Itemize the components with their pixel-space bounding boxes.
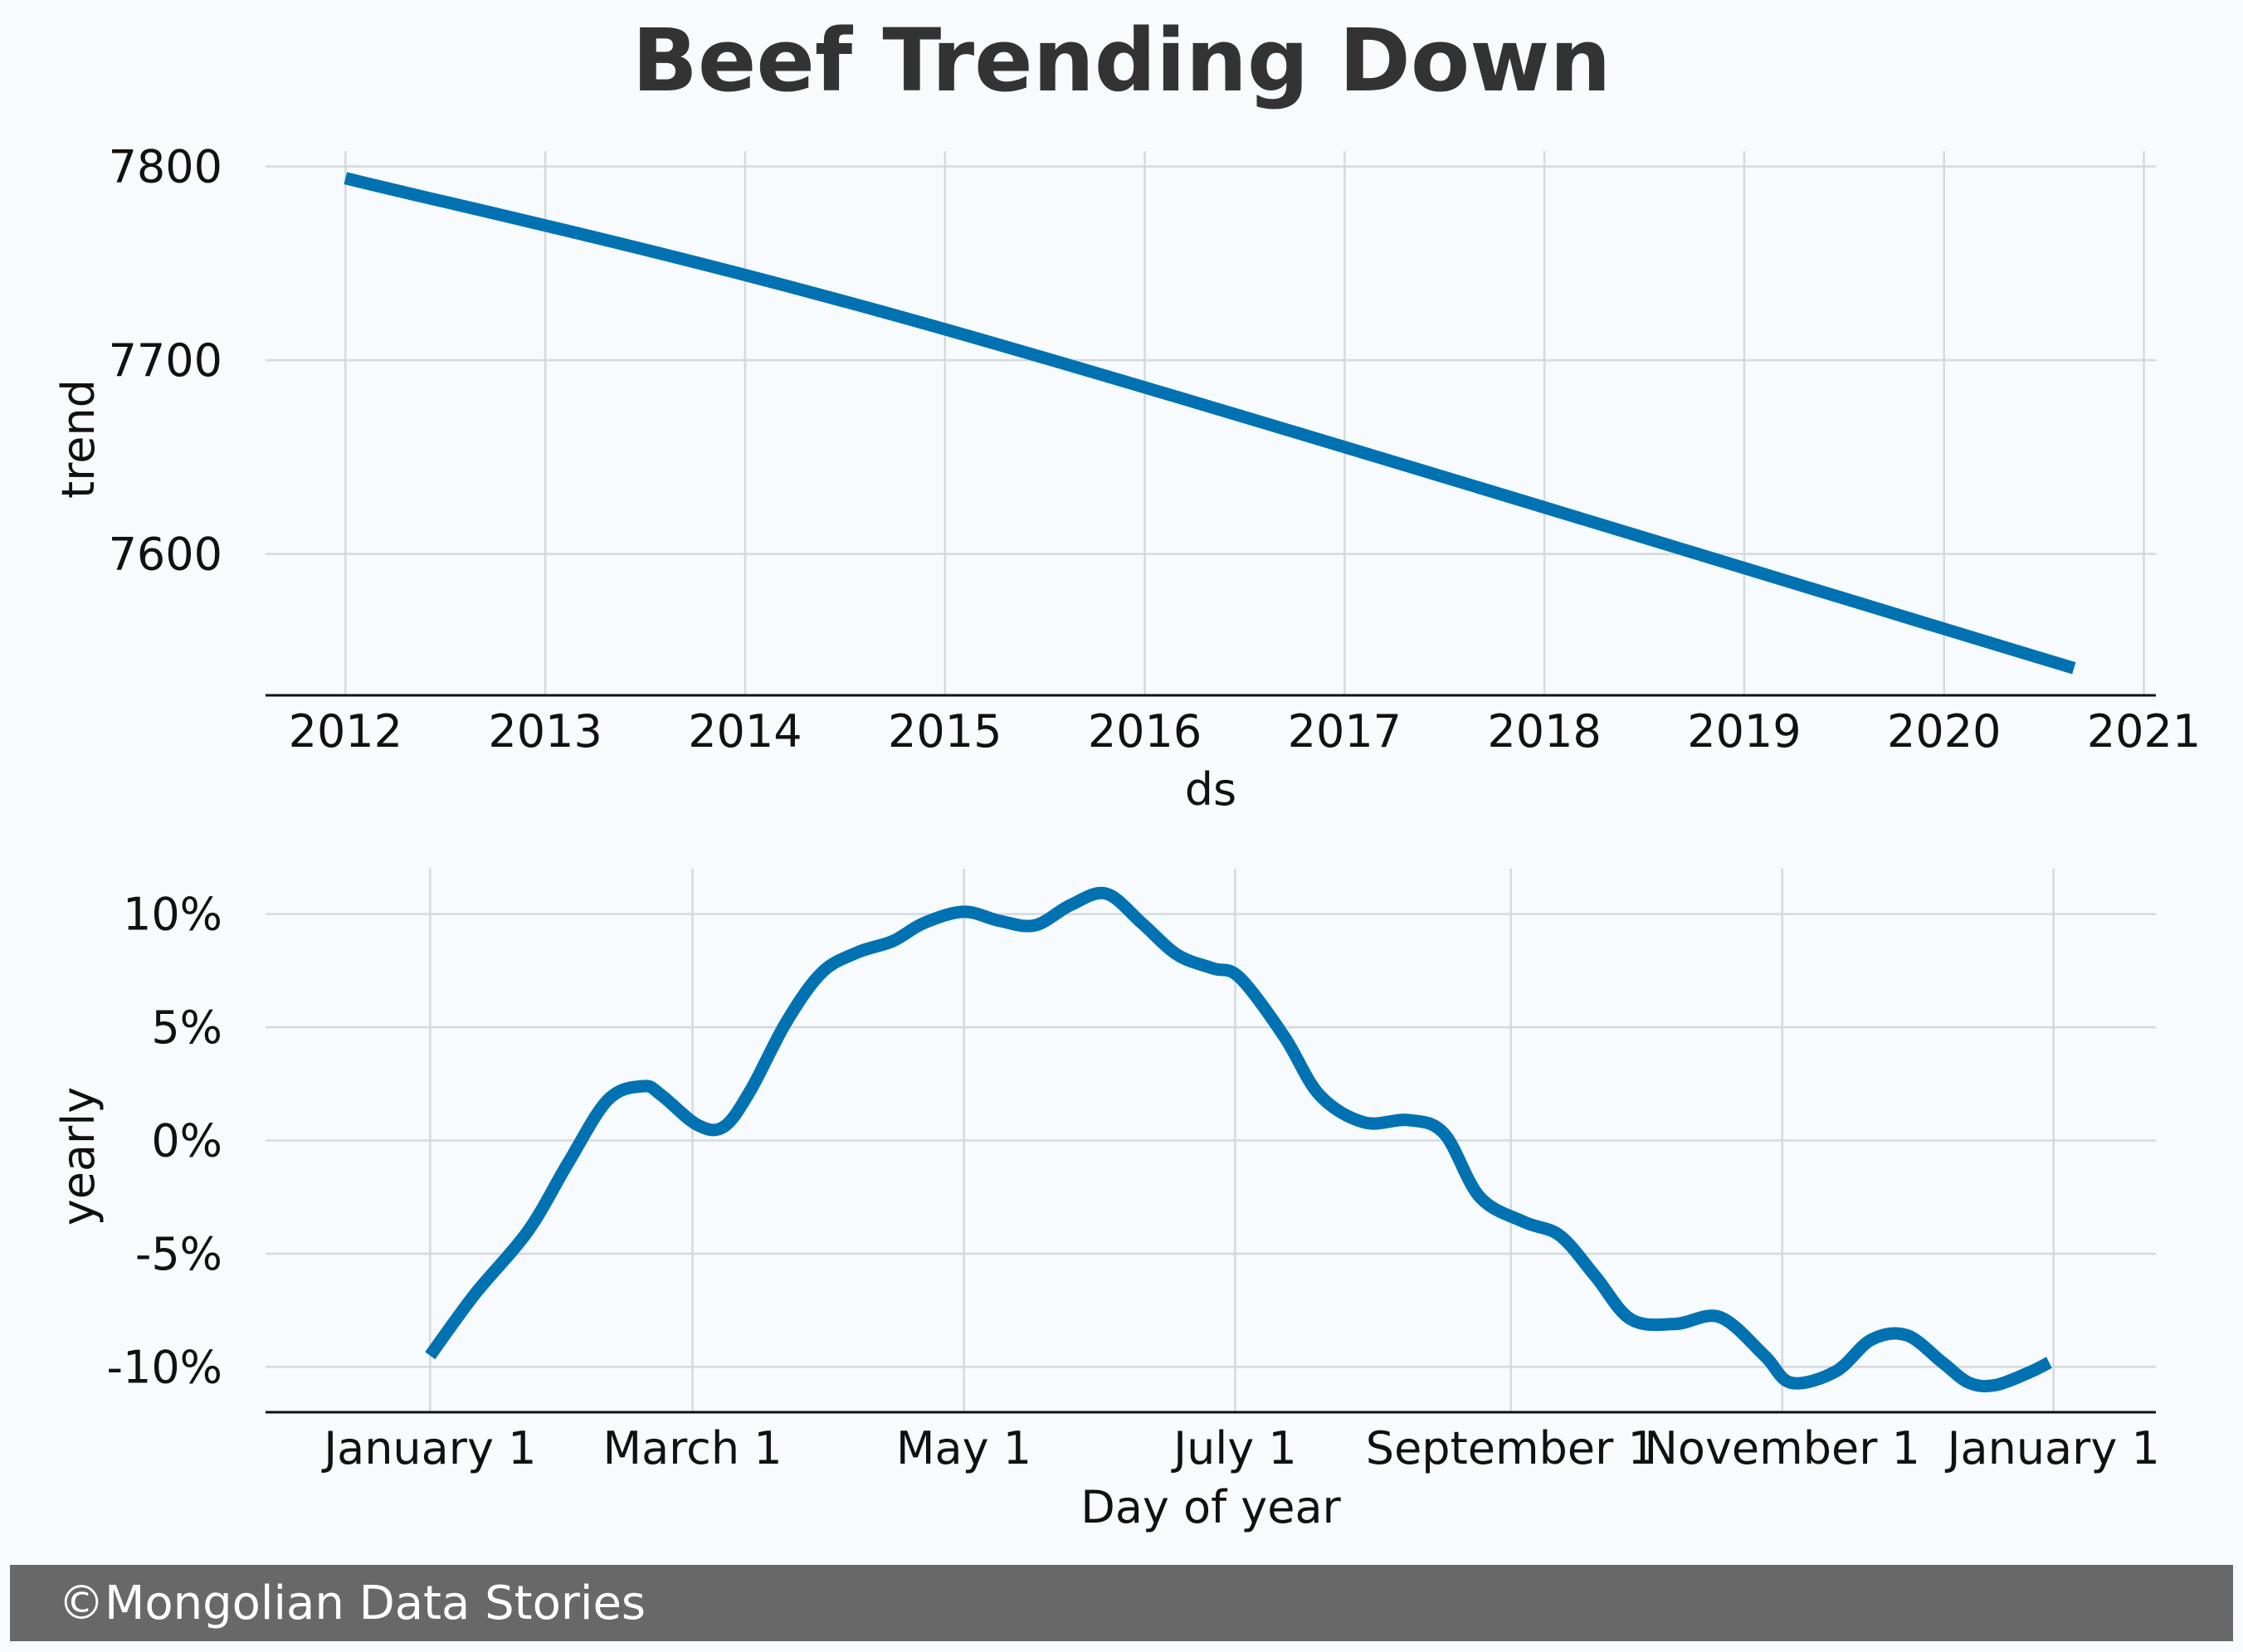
y-tick-label: -10% [106,1341,222,1393]
x-tick-label: 2020 [1887,705,2001,758]
x-axis-label: Day of year [1080,1481,1341,1533]
y-tick-label: 7600 [109,529,222,581]
x-tick-label: 2017 [1288,705,1402,758]
y-tick-label: 5% [151,1001,222,1054]
x-tick-label: 2016 [1088,705,1202,758]
y-axis-label: yearly [52,1087,105,1226]
x-tick-label: 2012 [289,705,402,758]
x-tick-label: May 1 [896,1422,1031,1474]
x-tick-label: March 1 [602,1422,782,1474]
x-tick-label: July 1 [1171,1422,1297,1474]
y-tick-label: 0% [151,1115,222,1167]
footer-bar: ©Mongolian Data Stories [10,1565,2233,1641]
x-tick-label: 2021 [2087,705,2201,758]
yearly-series-line [425,886,2052,1393]
x-tick-label: 2018 [1487,705,1601,758]
y-tick-label: -5% [135,1228,222,1280]
y-tick-label: 7800 [109,141,222,193]
trend-chart: 2012 2013 2014 2015 2016 2017 2018 2019 2020 2021… [52,141,2201,816]
x-tick-label: September 1 [1366,1422,1656,1474]
x-tick-label: January 1 [1945,1422,2160,1474]
footer-text: ©Mongolian Data Stories [58,1576,646,1630]
y-tick-label: 10% [123,889,222,941]
y-tick-label: 7700 [109,334,222,387]
trend-series-line [344,172,2076,675]
x-tick-label: 2014 [688,705,802,758]
y-axis-label: trend [52,379,105,499]
chart-title: Beef Trending Down [631,10,1612,111]
x-tick-label: November 1 [1645,1422,1920,1474]
x-tick-label: January 1 [321,1422,536,1474]
x-axis-label: ds [1185,763,1236,816]
yearly-chart: January 1 March 1 May 1 July 1 September 1No… [52,869,2160,1533]
x-tick-label: 2013 [488,705,602,758]
x-tick-label: 2019 [1687,705,1801,758]
x-tick-label: 2015 [888,705,1002,758]
